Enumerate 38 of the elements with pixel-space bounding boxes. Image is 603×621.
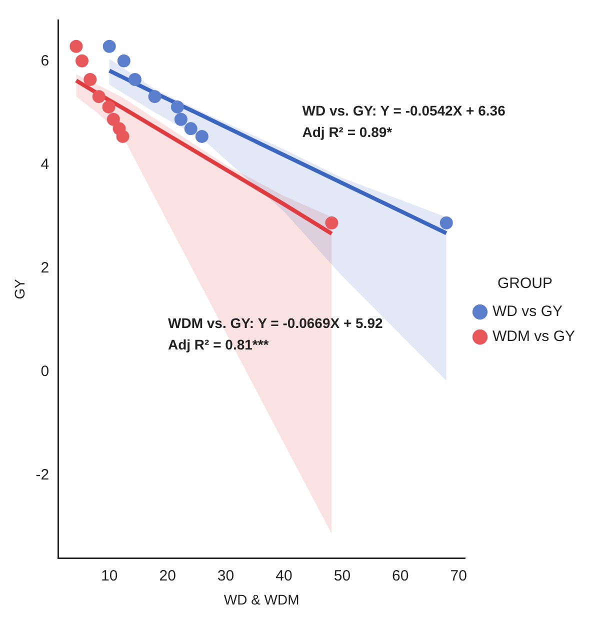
x-axis-title: WD & WDM [224, 591, 300, 608]
point [117, 54, 130, 68]
point [440, 216, 453, 230]
x-tick-label: 50 [334, 567, 351, 584]
point [102, 40, 116, 53]
point [325, 216, 338, 230]
point [170, 100, 184, 114]
point [84, 73, 97, 86]
x-tick-label: 60 [392, 567, 409, 584]
y-tick-label: -2 [36, 466, 50, 484]
annotation: Adj R² = 0.89* [302, 124, 393, 140]
x-tick-label: 20 [159, 567, 176, 584]
point [92, 90, 106, 104]
point [128, 73, 142, 86]
legend-title: GROUP [497, 275, 553, 292]
annotation: WDM vs. GY: Y = -0.0669X + 5.92 [168, 314, 383, 331]
point [76, 54, 89, 68]
x-tick-label: 10 [101, 567, 118, 584]
x-tick-label: 70 [450, 567, 467, 584]
point [116, 130, 130, 143]
y-axis-title: GY [11, 278, 28, 300]
y-tick-label: 4 [40, 156, 50, 174]
y-tick-label: 6 [40, 52, 50, 70]
point [148, 90, 162, 104]
x-tick-label: 40 [276, 567, 292, 584]
annotation: WD vs. GY: Y = -0.0542X + 6.36 [302, 102, 506, 118]
point [174, 112, 188, 126]
point [195, 130, 208, 143]
point [184, 122, 198, 136]
point [70, 40, 83, 53]
point [102, 100, 116, 114]
x-tick-label: 30 [217, 567, 234, 584]
legend-label: WD vs GY [492, 303, 563, 320]
y-tick-label: 0 [40, 363, 50, 380]
y-tick-label: 2 [40, 260, 50, 277]
annotation: Adj R² = 0.81*** [168, 336, 270, 352]
legend-label: WDM vs GY [492, 328, 576, 346]
point [106, 112, 120, 126]
